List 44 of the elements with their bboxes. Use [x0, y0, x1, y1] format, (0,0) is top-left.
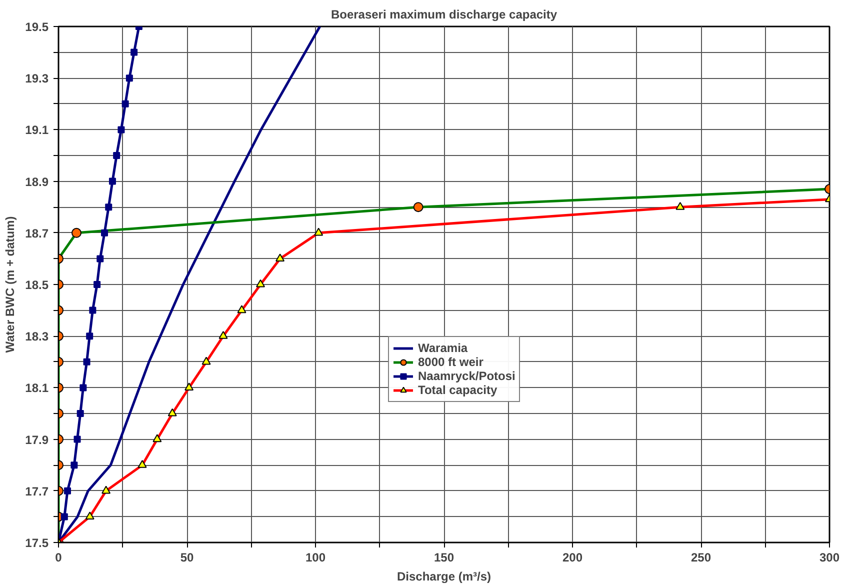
legend-label: Naamryck/Potosi	[418, 369, 516, 383]
point	[94, 281, 101, 288]
point	[130, 48, 138, 56]
x-tick-label: 200	[562, 550, 583, 564]
x-tick-label: 50	[180, 550, 194, 564]
x-tick-label: 100	[305, 550, 326, 564]
legend-label: Waramia	[418, 341, 468, 355]
point	[76, 410, 84, 417]
point	[113, 152, 120, 159]
point	[64, 487, 71, 494]
legend-label: 8000 ft weir	[418, 355, 484, 369]
x-tick-label: 150	[434, 550, 454, 564]
y-tick-label: 18.9	[25, 174, 49, 189]
point	[70, 462, 78, 469]
legend-label: Total capacity	[418, 383, 498, 397]
point	[118, 126, 125, 134]
y-tick-label: 18.7	[25, 226, 49, 240]
y-tick-label: 17.9	[25, 432, 49, 447]
point	[105, 204, 112, 211]
y-tick-label: 17.5	[25, 536, 49, 550]
point	[80, 384, 87, 392]
y-tick-label: 19.1	[25, 123, 49, 138]
point	[108, 178, 116, 185]
chart-title: Boeraseri maximum discharge capacity	[330, 8, 558, 22]
x-axis-title: Discharge (m³/s)	[396, 570, 492, 584]
point	[86, 332, 94, 340]
y-axis-title: Water BWC (m + datum)	[3, 216, 18, 353]
point	[101, 229, 108, 236]
y-tick-label: 18.3	[25, 330, 49, 344]
y-tick-label: 17.7	[25, 484, 49, 498]
point	[60, 513, 68, 520]
point	[74, 436, 81, 443]
point	[96, 255, 104, 262]
point	[126, 74, 133, 82]
y-tick-label: 18.5	[25, 278, 49, 292]
x-tick-label: 0	[55, 550, 62, 564]
x-tick-label: 300	[819, 550, 840, 564]
y-tick-label: 18.1	[25, 381, 49, 396]
point	[83, 358, 90, 366]
y-tick-label: 19.5	[25, 20, 49, 34]
x-tick-label: 250	[690, 550, 712, 564]
point	[122, 100, 129, 108]
point	[89, 306, 96, 314]
y-tick-label: 19.3	[25, 72, 49, 86]
